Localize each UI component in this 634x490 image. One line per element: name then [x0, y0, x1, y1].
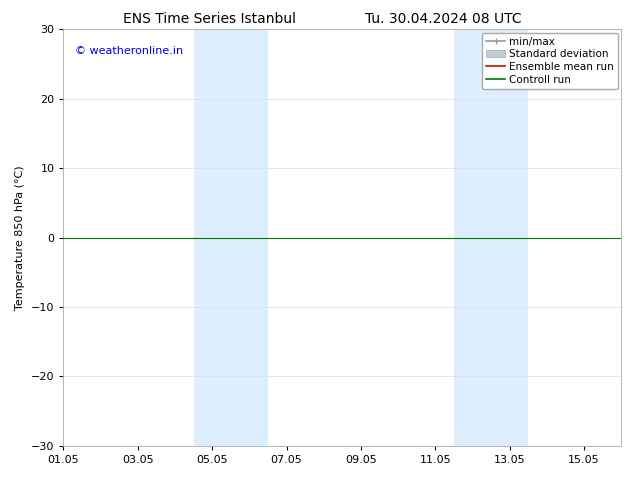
Bar: [193, 29, 231, 446]
Text: © weatheronline.in: © weatheronline.in: [75, 46, 183, 56]
Legend: min/max, Standard deviation, Ensemble mean run, Controll run: min/max, Standard deviation, Ensemble me…: [482, 32, 618, 89]
Bar: [454, 29, 491, 446]
Y-axis label: Temperature 850 hPa (°C): Temperature 850 hPa (°C): [15, 165, 25, 310]
Text: Tu. 30.04.2024 08 UTC: Tu. 30.04.2024 08 UTC: [365, 12, 522, 26]
Text: ENS Time Series Istanbul: ENS Time Series Istanbul: [123, 12, 295, 26]
Bar: [491, 29, 528, 446]
Bar: [231, 29, 268, 446]
